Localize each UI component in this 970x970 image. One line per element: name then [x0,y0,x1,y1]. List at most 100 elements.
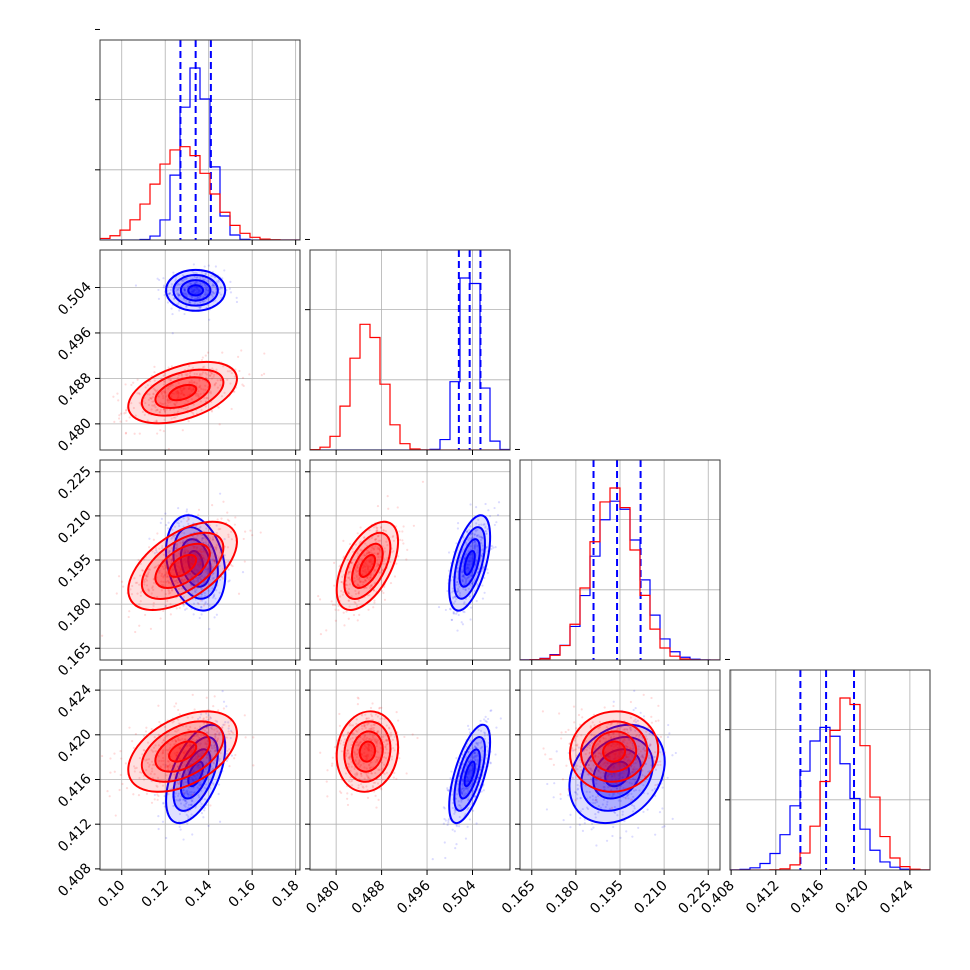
scatter-point [581,829,585,832]
scatter-point [191,770,194,774]
scatter-point [358,578,361,582]
scatter-point [342,591,345,594]
scatter-point [221,577,224,580]
scatter-point [447,818,451,821]
x-tick-label: 0.14 [182,877,215,910]
scatter-point [152,387,155,390]
scatter-point [486,733,489,737]
scatter-point [185,508,189,511]
scatter-point [185,548,188,551]
scatter-point [183,312,186,316]
scatter-point [193,791,196,794]
scatter-point [203,591,206,595]
scatter-point [345,753,348,756]
scatter-point [354,589,357,593]
scatter-point [222,555,226,558]
scatter-point [198,765,202,769]
contour-line [187,760,205,788]
scatter-point [177,581,180,584]
scatter-point [147,588,150,591]
scatter-point [190,750,194,753]
scatter-point [477,728,480,731]
scatter-point [213,555,216,558]
scatter-point [470,606,473,609]
scatter-point [161,544,164,548]
scatter-point [447,819,450,822]
scatter-point [193,569,196,572]
scatter-point [184,557,187,560]
scatter-point [201,773,204,777]
scatter-point [346,558,349,562]
scatter-point [186,764,189,767]
scatter-point [162,575,165,578]
scatter-point [230,530,233,533]
scatter-point [184,278,187,281]
scatter-point [190,389,193,393]
scatter-point [161,752,164,755]
scatter-point [463,610,466,614]
scatter-point [349,776,352,779]
hist-step-series-1 [100,146,300,240]
scatter-point [342,556,345,559]
hist-step-series-1 [520,487,720,660]
scatter-point [206,739,209,742]
scatter-point [185,560,188,563]
scatter-point [359,540,363,543]
scatter-point [172,568,175,571]
scatter-point [202,726,206,729]
scatter-point [479,768,482,771]
scatter-point [212,292,215,295]
scatter-point [386,495,389,498]
scatter-point [486,571,489,575]
scatter-point [136,378,139,381]
scatter-point [101,634,104,637]
scatter-point [190,411,193,414]
scatter-point [189,374,192,377]
scatter-point [184,773,187,776]
scatter-point [174,792,177,795]
scatter-point [196,563,199,566]
scatter-point [191,562,194,565]
scatter-point [181,761,184,765]
scatter-point [208,374,211,377]
scatter-point [151,750,155,753]
scatter-point [475,544,479,548]
scatter-point [490,547,493,551]
scatter-point [191,738,194,741]
scatter-point [195,568,198,572]
scatter-point [177,293,180,296]
scatter-point [212,745,216,748]
scatter-point [221,277,224,280]
scatter-point [125,419,128,422]
scatter-point [355,570,358,573]
scatter-point [203,738,206,741]
scatter-point [166,400,169,403]
scatter-point [193,289,196,292]
scatter-point [182,525,185,528]
scatter-point [190,803,193,806]
scatter-point [198,372,202,376]
scatter-point [168,590,171,593]
scatter-point [666,735,670,739]
scatter-point [590,828,593,831]
scatter-point [365,785,368,788]
scatter-point [174,279,177,282]
scatter-point [187,753,190,757]
scatter-point [370,727,373,730]
scatter-point [156,776,160,779]
scatter-point [197,717,200,721]
scatter-point [371,718,374,721]
scatter-point [178,781,182,784]
scatter-point [184,292,187,295]
scatter-point [469,553,473,556]
scatter-point [345,583,348,586]
contour-line [172,736,219,812]
scatter-point [173,752,176,755]
scatter-point [190,551,193,554]
scatter-point [169,582,173,585]
scatter-point [494,546,497,549]
scatter-point [366,749,370,752]
scatter-point [181,541,185,545]
density-fill [141,721,224,782]
scatter-point [488,514,492,518]
